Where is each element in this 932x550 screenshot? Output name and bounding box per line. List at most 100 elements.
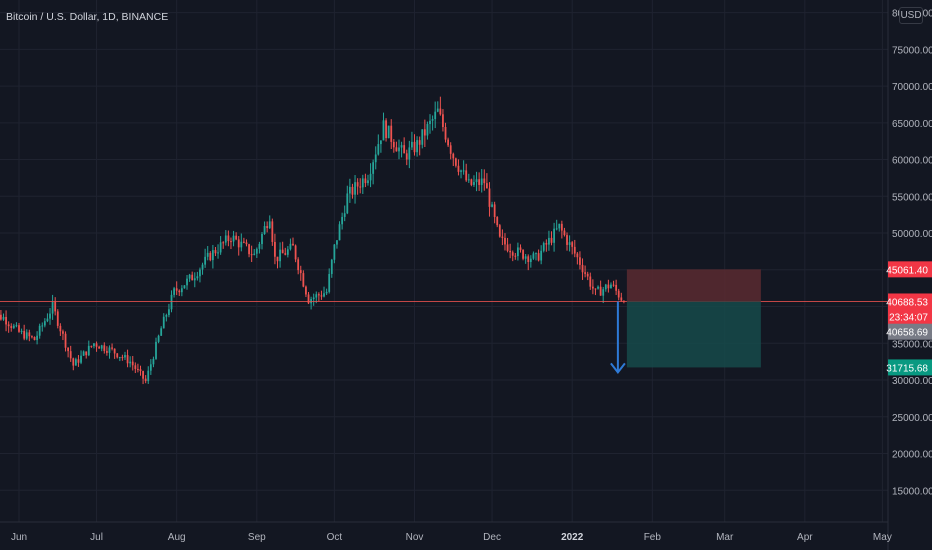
candle-body [343,213,346,217]
candle-body [493,204,496,218]
take-profit-zone [626,301,761,368]
candle-body [473,182,475,185]
candle-body [457,165,460,172]
candle-body [584,272,587,274]
candle-body [323,293,325,297]
candle-body [442,114,444,128]
time-axis[interactable]: Jun Jul Aug Sep Oct Nov Dec 2022 Feb Mar Apr May [11,532,892,543]
candle-body [576,253,579,258]
price-badges: 45061.40 40688.53 23:34:07 40658.69 31715.68 [886,261,932,376]
price-tick-label: 65000.00 [892,119,932,130]
candle-body [392,141,395,148]
candle-body [517,247,519,257]
candle-body [266,226,269,229]
candle-body [85,351,88,356]
candle-body [346,193,349,214]
candle-body [219,242,222,253]
candle-body [591,286,594,289]
candle-body [116,353,119,358]
candle-body [341,216,344,225]
time-tick-label: Oct [327,532,343,543]
candle-body [289,243,292,250]
candle-body [403,145,406,154]
candle-body [253,253,256,255]
down-arrow-head-icon [610,362,626,375]
candle-body [279,249,281,262]
candle-body [38,325,41,336]
candle-body [312,297,315,300]
candle-body [103,345,106,351]
candle-body [470,179,473,185]
candle-body [454,158,457,166]
candle-body [398,147,400,152]
candle-body [439,108,442,115]
candle-body [374,154,377,163]
stop-loss-zone [626,269,761,302]
candle-body [467,179,470,181]
short-position-tool[interactable] [0,269,888,375]
candle-body [496,217,499,226]
candle-body [299,270,302,274]
candle-body [162,316,165,329]
candle-body [165,315,168,317]
candle-body [227,235,230,242]
candle-body [498,225,501,237]
price-tick-label: 25000.00 [892,413,932,424]
candle-body [170,294,173,310]
candle-body [59,325,62,332]
candle-body [411,141,413,148]
candle-body [581,264,584,273]
candle-body [217,252,219,254]
candle-body [480,178,483,185]
candle-body [271,221,274,242]
time-tick-label: Feb [644,532,662,543]
candle-body [444,127,447,140]
candle-body [550,237,553,243]
candle-body [338,224,341,241]
currency-button[interactable]: USD [899,7,923,24]
candle-body [232,235,235,242]
candle-body [333,244,336,260]
candle-body [20,330,23,332]
candle-body [307,294,310,304]
candle-body [137,368,139,370]
candle-body [286,249,289,255]
candle-body [36,335,38,341]
candle-series [0,96,625,385]
candle-body [302,273,305,287]
candle-body [390,125,393,142]
candle-body [186,278,188,286]
candle-body [462,170,465,172]
candle-body [610,284,612,289]
price-tick-label: 50000.00 [892,229,932,240]
candle-body [491,204,493,207]
time-tick-label: May [873,532,892,543]
candle-body [67,347,70,352]
candle-body [589,276,592,287]
price-tick-label: 75000.00 [892,45,932,56]
candle-body [82,351,85,356]
candle-body [95,343,98,347]
candle-body [263,226,266,234]
candle-body [0,314,2,320]
candle-body [535,253,537,255]
candle-body [602,289,605,296]
candle-body [504,237,506,245]
candle-body [15,325,18,327]
candle-body [540,250,543,261]
candle-body [317,294,320,296]
candle-body [23,330,26,339]
candle-body [199,269,201,277]
candle-body [211,250,214,261]
candle-body [7,324,10,327]
candle-body [356,182,359,187]
time-tick-label: Jun [11,532,27,543]
candle-body [385,120,387,139]
candle-body [421,129,424,145]
candle-body [579,257,581,265]
candle-body [597,286,599,289]
candle-body [235,235,238,240]
candle-body [336,240,338,245]
